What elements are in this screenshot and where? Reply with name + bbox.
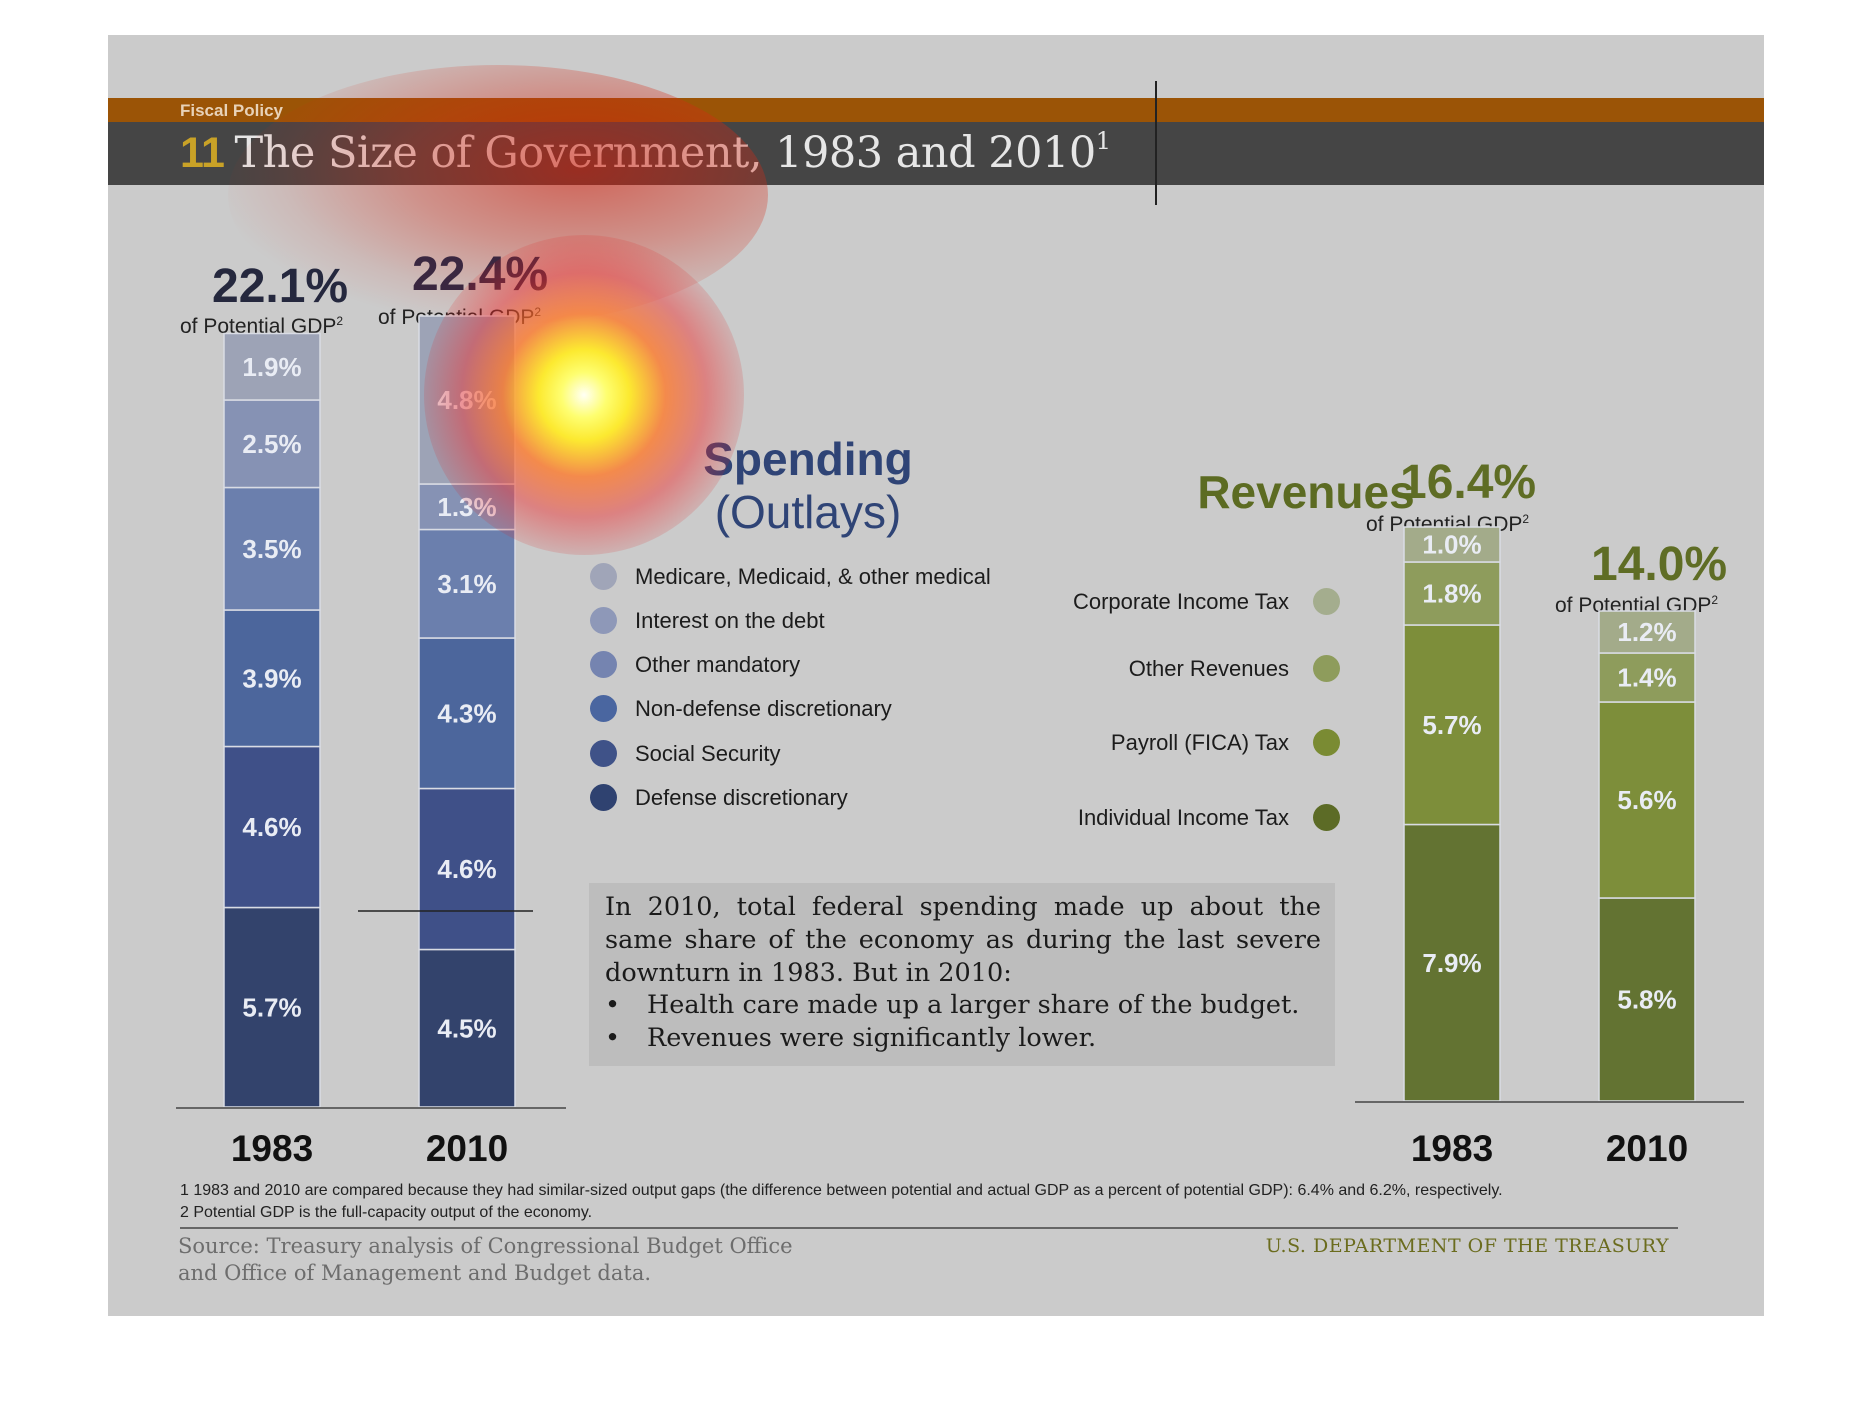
agency-name: U.S. DEPARTMENT OF THE TREASURY (1265, 1235, 1669, 1257)
revenues-heading: Revenues (1197, 466, 1415, 518)
spending-bar-label: 5.7% (242, 992, 301, 1022)
legend-item-medicare: Medicare, Medicaid, & other medical (590, 563, 991, 590)
revenue-bar-2010-seg-2 (1598, 652, 1696, 703)
title-footnote-marker: 1 (1095, 127, 1111, 155)
legend-dot (1313, 729, 1340, 756)
spending-bar-1983-seg-4 (223, 399, 321, 489)
spending-bar-label: 4.8% (437, 385, 496, 415)
revenue-bar-label: 1.0% (1422, 530, 1481, 560)
spending-year-label: 2010 (426, 1128, 508, 1169)
source-line-1: Source: Treasury analysis of Congression… (178, 1234, 793, 1258)
revenue-year-label: 1983 (1411, 1128, 1493, 1169)
spending-bar-1983-seg-2 (223, 609, 321, 748)
legend-label: Interest on the debt (635, 607, 825, 633)
legend-dot (590, 651, 617, 678)
footer-rule (180, 1227, 1678, 1229)
revenue-bar-1983-seg-1 (1403, 624, 1501, 826)
legend-dot (590, 784, 617, 811)
note-box: In 2010, total federal spending made up … (589, 883, 1335, 1066)
legend-label: Individual Income Tax (1077, 804, 1289, 830)
legend-label: Corporate Income Tax (1072, 588, 1289, 614)
legend-label: Defense discretionary (635, 784, 848, 810)
revenue-bar-label: 1.2% (1617, 617, 1676, 647)
legend-item-defense: Defense discretionary (590, 784, 848, 811)
legend-label: Other Revenues (1128, 655, 1289, 681)
legend-item-other-revenues: Other Revenues (1129, 655, 1340, 682)
revenue-bar-label: 7.9% (1422, 948, 1481, 978)
spending-bar-label: 1.3% (437, 492, 496, 522)
legend-item-other-mandatory: Other mandatory (590, 651, 800, 678)
spending-bar-label: 2.5% (242, 429, 301, 459)
legend-dot (590, 607, 617, 634)
legend-label: Non-defense discretionary (635, 695, 892, 721)
spending-bar-label: 4.3% (437, 698, 496, 728)
spending-bar-1983-seg-5 (223, 332, 321, 401)
spending-bar-label: 4.5% (437, 1013, 496, 1043)
legend-item-payroll: Payroll (FICA) Tax (1111, 729, 1340, 756)
legend-item-individual: Individual Income Tax (1078, 804, 1340, 831)
revenue-total-2010: 14.0% (1591, 538, 1728, 591)
revenue-bar-1983-seg-3 (1403, 526, 1501, 563)
note-paragraph: In 2010, total federal spending made up … (605, 892, 1321, 988)
spending-bar-1983-seg-0 (223, 906, 321, 1108)
spending-bar-1983-seg-1 (223, 745, 321, 909)
legend-label: Other mandatory (635, 651, 801, 677)
spending-bar-label: 3.5% (242, 534, 301, 564)
note-bullet-2: Revenues were significantly lower. (647, 1023, 1097, 1053)
legend-item-interest: Interest on the debt (590, 607, 825, 634)
revenue-bar-label: 1.4% (1617, 663, 1676, 693)
slide-number: 11 (180, 129, 225, 177)
note-bullet-1: Health care made up a larger share of th… (647, 990, 1300, 1020)
legend-item-non-defense: Non-defense discretionary (590, 695, 892, 722)
vertical-divider (1155, 81, 1157, 205)
footnote-2: 2 Potential GDP is the full-capacity out… (180, 1204, 593, 1221)
revenue-bar-label: 5.7% (1422, 710, 1481, 740)
legend-dot (590, 563, 617, 590)
legend-label: Medicare, Medicaid, & other medical (635, 563, 991, 589)
revenue-bar-1983-seg-0 (1403, 823, 1501, 1102)
spending-heading-line2: (Outlays) (714, 486, 902, 538)
spending-bar-label: 4.6% (242, 812, 301, 842)
legend-item-social-security: Social Security (590, 740, 781, 767)
legend-label: Social Security (635, 740, 781, 766)
spending-bar-1983-seg-3 (223, 486, 321, 611)
spending-bar-label: 1.9% (242, 352, 301, 382)
spending-bar-label: 3.9% (242, 663, 301, 693)
revenue-total-1983: 16.4% (1400, 456, 1537, 509)
note-bullet-marker: • (605, 990, 621, 1020)
legend-label: Payroll (FICA) Tax (1110, 729, 1289, 755)
stacked-bar-charts: 5.7% 4.6% 3.9% 3.5% 2.5% 1.9% 1983 4.5% 4.6% 4.3%… (176, 315, 1744, 1169)
legend-dot (1313, 588, 1340, 615)
revenue-bar-label: 1.8% (1422, 579, 1481, 609)
revenue-bar-label: 5.8% (1617, 985, 1676, 1015)
spending-bar-2010-seg-2 (418, 637, 516, 790)
spending-bar-label: 3.1% (437, 569, 496, 599)
source-line-2: and Office of Management and Budget data… (178, 1261, 652, 1285)
footnote-1: 1 1983 and 2010 are compared because the… (180, 1182, 1503, 1199)
note-bullet-marker: • (605, 1023, 621, 1053)
slide: Fiscal Policy 11 The Size of Government, … (108, 35, 1764, 1316)
revenue-bar-2010-seg-1 (1598, 701, 1696, 899)
revenue-year-label: 2010 (1606, 1128, 1688, 1169)
legend-item-corporate: Corporate Income Tax (1073, 588, 1340, 615)
revenue-bar-label: 5.6% (1617, 785, 1676, 815)
spending-total-1983: 22.1% (212, 260, 349, 313)
legend-dot (1313, 804, 1340, 831)
legend-dot (1313, 655, 1340, 682)
legend-dot (590, 695, 617, 722)
legend-dot (590, 740, 617, 767)
spending-bar-2010-seg-0 (418, 948, 516, 1108)
spending-total-1983-label: of Potential GDP2 (180, 314, 344, 338)
spending-bar-label: 4.6% (437, 854, 496, 884)
spending-year-label: 1983 (231, 1128, 313, 1169)
revenue-bar-2010-seg-3 (1598, 610, 1696, 654)
